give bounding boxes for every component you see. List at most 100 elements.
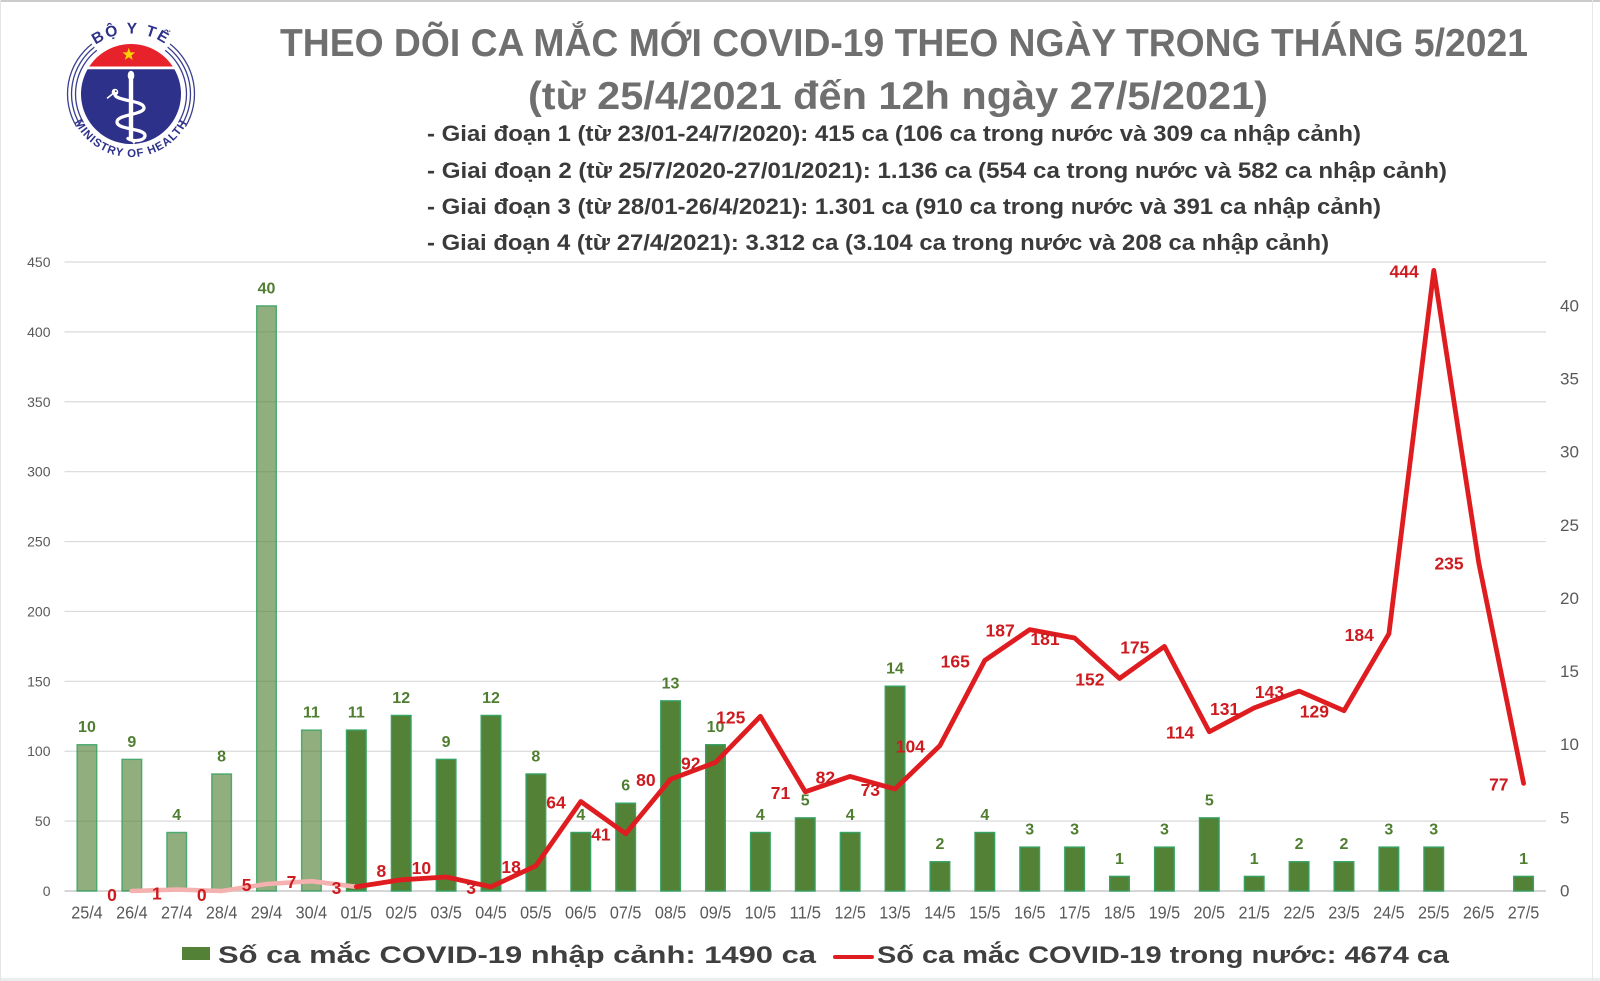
bar-09/5 [704,744,726,892]
left-axis-label-400: 400 [27,324,51,340]
bar-06/5 [570,831,592,892]
line-label-07/5: 41 [591,825,611,845]
bar-label-02/5: 12 [392,690,410,707]
bar-20/5 [1198,817,1220,892]
left-axis-label-0: 0 [43,883,51,899]
bar-18/5 [1109,875,1131,892]
right-axis-label-15: 15 [1560,662,1579,681]
line-label-22/5: 143 [1255,682,1284,702]
x-axis-label-18/5: 18/5 [1104,903,1136,923]
x-axis-label-15/5: 15/5 [969,903,1001,923]
bar-label-27/4: 4 [172,807,181,824]
x-axis-label-29/4: 29/4 [251,903,283,923]
line-label-14/5: 104 [896,737,925,757]
right-axis-label-30: 30 [1560,443,1579,462]
line-label-12/5: 82 [816,767,836,787]
bar-label-09/5: 10 [707,719,725,736]
left-axis-label-450: 450 [27,254,51,270]
x-axis-label-04/5: 04/5 [475,903,507,923]
x-axis-label-08/5: 08/5 [655,903,687,923]
bar-04/5 [480,714,502,892]
bar-label-06/5: 4 [576,807,585,824]
left-axis-label-300: 300 [27,464,51,480]
x-axis-label-09/5: 09/5 [700,903,732,923]
bar-30/4 [300,729,322,892]
left-axis-label-250: 250 [27,534,51,550]
caduceus-icon [106,70,147,144]
bar-23/5 [1333,861,1355,892]
right-axis-label-35: 35 [1560,370,1579,389]
bar-label-26/4: 9 [127,734,136,751]
right-axis-label-5: 5 [1560,808,1569,827]
bar-label-30/4: 11 [303,705,320,722]
x-axis-label-25/5: 25/5 [1418,903,1450,923]
bar-19/5 [1153,846,1175,892]
line-label-17/5: 181 [1030,629,1059,649]
chart-title: THEO DÕI CA MẮC MỚI COVID-19 THEO NGÀY T… [280,22,1528,65]
line-label-10/5: 125 [716,707,745,727]
line-label-20/5: 114 [1166,723,1194,743]
right-axis-label-20: 20 [1560,589,1579,608]
right-axis-label-10: 10 [1560,735,1579,754]
bar-label-16/5: 3 [1025,822,1034,839]
bar-02/5 [390,714,412,892]
bar-24/5 [1378,846,1400,892]
bar-08/5 [660,700,682,892]
x-axis-label-03/5: 03/5 [430,903,462,923]
x-axis-label-05/5: 05/5 [520,903,552,923]
legend-imported-label: Số ca mắc COVID-19 nhập cảnh: 1490 ca [218,942,816,969]
bar-label-24/5: 3 [1384,822,1393,839]
bar-label-05/5: 8 [531,748,540,765]
bar-label-28/4: 8 [217,748,226,765]
line-label-16/5: 187 [986,621,1015,641]
bar-label-03/5: 9 [442,734,451,751]
bar-05/5 [525,773,547,892]
logo-decorative-arcs [66,43,196,128]
phase-3-line: - Giai đoạn 3 (từ 28/01-26/4/2021): 1.30… [427,194,1382,219]
x-axis-label-14/5: 14/5 [924,903,956,923]
line-label-09/5: 92 [681,753,701,773]
x-axis-label-02/5: 02/5 [385,903,417,923]
vietnam-star-icon [122,47,136,60]
legend-line-swatch [833,954,874,959]
bar-label-11/5: 5 [801,792,810,809]
left-axis-label-50: 50 [35,813,51,829]
x-axis-label-12/5: 12/5 [834,903,866,923]
phase-1-line: - Giai đoạn 1 (từ 23/01-24/7/2020): 415 … [427,121,1362,146]
line-label-21/5: 131 [1210,699,1239,719]
line-label-23/5: 129 [1300,702,1329,722]
bar-label-17/5: 3 [1070,822,1079,839]
line-label-11/5: 71 [771,783,791,803]
line-label-27/4: 1 [152,884,162,904]
x-axis-label-17/5: 17/5 [1059,903,1091,923]
bar-label-22/5: 2 [1295,836,1304,853]
x-axis-label-01/5: 01/5 [341,903,373,923]
left-axis-label-350: 350 [27,394,51,410]
chart-subtitle: (từ 25/4/2021 đến 12h ngày 27/5/2021) [528,75,1269,118]
x-axis-label-28/4: 28/4 [206,903,238,923]
line-label-15/5: 165 [941,651,970,671]
bar-12/5 [839,831,861,892]
bar-label-19/5: 3 [1160,822,1169,839]
bar-label-23/5: 2 [1340,836,1349,853]
ministry-of-health-logo: BỘ Y TẾ MINISTRY OF HEALTH [66,20,196,160]
x-axis-label-13/5: 13/5 [879,903,911,923]
bar-label-07/5: 6 [621,778,630,795]
x-axis-label-20/5: 20/5 [1194,903,1226,923]
bar-label-08/5: 13 [662,675,680,692]
x-axis-label-25/4: 25/4 [71,903,103,923]
bar-label-12/5: 4 [846,807,855,824]
bar-21/5 [1243,875,1265,892]
line-label-27/5: 77 [1489,774,1508,794]
bar-label-04/5: 12 [482,690,500,707]
bar-11/5 [794,817,816,892]
x-axis-label-23/5: 23/5 [1328,903,1360,923]
phase-2-line: - Giai đoạn 2 (từ 25/7/2020-27/01/2021):… [427,158,1447,183]
left-axis-label-150: 150 [27,673,51,689]
left-axis-label-200: 200 [27,603,51,619]
bar-27/5 [1513,875,1535,892]
x-axis-label-26/4: 26/4 [116,903,148,923]
line-label-26/5: 235 [1434,554,1463,574]
